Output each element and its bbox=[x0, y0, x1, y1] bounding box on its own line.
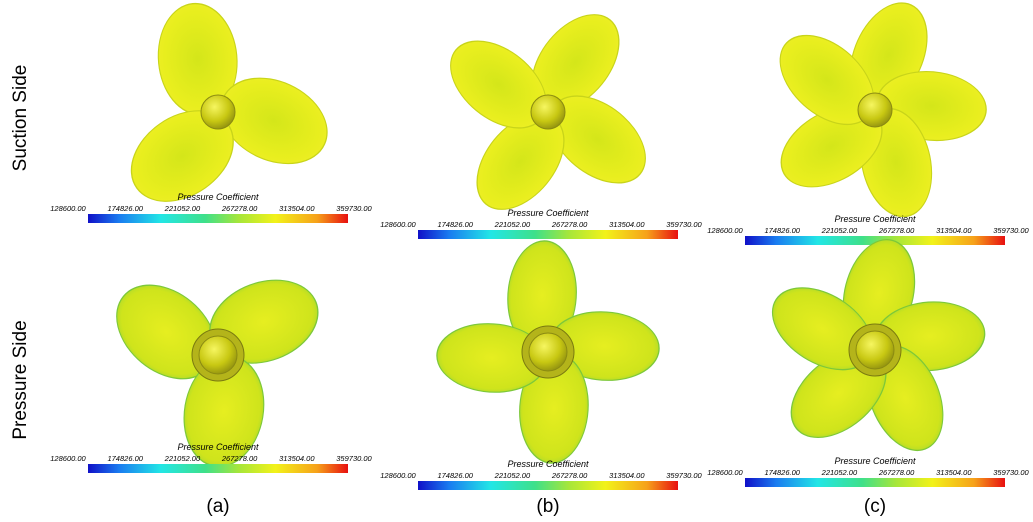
colorbar bbox=[418, 230, 678, 239]
colorbar-tick-label: 359730.00 bbox=[993, 468, 1029, 477]
propeller bbox=[761, 3, 996, 233]
colorbar bbox=[418, 481, 678, 490]
colorbar-tick-label: 313504.00 bbox=[279, 204, 315, 213]
row-label: Suction Side bbox=[10, 65, 31, 172]
colorbar-tick-label: 128600.00 bbox=[50, 204, 86, 213]
colorbar-tick-label: 174826.00 bbox=[437, 220, 473, 229]
propeller bbox=[768, 234, 999, 470]
colorbar-tick-label: 267278.00 bbox=[221, 204, 258, 213]
colorbar-tick-label: 221052.00 bbox=[821, 468, 858, 477]
colorbar-tick-label: 267278.00 bbox=[878, 468, 915, 477]
colorbar-title: Pressure Coefficient bbox=[507, 208, 589, 218]
colorbar bbox=[88, 464, 348, 473]
colorbar-tick-label: 313504.00 bbox=[609, 220, 645, 229]
propeller bbox=[111, 0, 331, 215]
colorbar-tick-label: 174826.00 bbox=[764, 468, 800, 477]
colorbar-tick-label: 359730.00 bbox=[336, 454, 372, 463]
colorbar-tick-label: 128600.00 bbox=[380, 220, 416, 229]
blade bbox=[217, 71, 330, 171]
colorbar-tick-label: 267278.00 bbox=[878, 226, 915, 235]
colorbar-tick-label: 267278.00 bbox=[221, 454, 258, 463]
colorbar-tick-label: 221052.00 bbox=[494, 220, 531, 229]
colorbar-tick-label: 313504.00 bbox=[936, 468, 972, 477]
hub bbox=[858, 93, 892, 127]
hub bbox=[529, 333, 567, 371]
colorbar-title: Pressure Coefficient bbox=[834, 456, 916, 466]
colorbar-tick-label: 221052.00 bbox=[164, 204, 201, 213]
propeller bbox=[442, 6, 654, 218]
column-label: (b) bbox=[536, 496, 559, 517]
colorbar-tick-label: 174826.00 bbox=[107, 204, 143, 213]
colorbar-tick-label: 128600.00 bbox=[380, 471, 416, 480]
colorbar-tick-label: 128600.00 bbox=[50, 454, 86, 463]
colorbar-tick-label: 359730.00 bbox=[993, 226, 1029, 235]
column-label: (c) bbox=[864, 496, 886, 517]
colorbar-tick-label: 221052.00 bbox=[821, 226, 858, 235]
colorbar-title: Pressure Coefficient bbox=[507, 459, 589, 469]
colorbar bbox=[745, 478, 1005, 487]
colorbar-title: Pressure Coefficient bbox=[834, 214, 916, 224]
colorbar-tick-label: 267278.00 bbox=[551, 220, 588, 229]
hub bbox=[531, 95, 565, 129]
colorbar bbox=[88, 214, 348, 223]
colorbar-tick-label: 174826.00 bbox=[764, 226, 800, 235]
propeller bbox=[426, 230, 670, 474]
colorbar-tick-label: 313504.00 bbox=[609, 471, 645, 480]
colorbar-tick-label: 174826.00 bbox=[437, 471, 473, 480]
colorbar-tick-label: 221052.00 bbox=[494, 471, 531, 480]
hub bbox=[199, 336, 237, 374]
colorbar-tick-label: 174826.00 bbox=[107, 454, 143, 463]
colorbar-tick-label: 128600.00 bbox=[707, 468, 743, 477]
colorbar-title: Pressure Coefficient bbox=[177, 442, 259, 452]
colorbar-tick-label: 359730.00 bbox=[336, 204, 372, 213]
colorbar-tick-label: 313504.00 bbox=[279, 454, 315, 463]
column-label: (a) bbox=[206, 496, 229, 517]
figure: Suction Side Pressure Side (a) (b) (c) Pressu… bbox=[0, 0, 1033, 522]
row-label: Pressure Side bbox=[10, 320, 31, 439]
colorbar-tick-label: 221052.00 bbox=[164, 454, 201, 463]
colorbar-tick-label: 313504.00 bbox=[936, 226, 972, 235]
colorbar-tick-label: 267278.00 bbox=[551, 471, 588, 480]
colorbar-title: Pressure Coefficient bbox=[177, 192, 259, 202]
colorbar-tick-label: 359730.00 bbox=[666, 220, 702, 229]
colorbar-tick-label: 128600.00 bbox=[707, 226, 743, 235]
hub bbox=[856, 331, 894, 369]
hub bbox=[201, 95, 235, 129]
colorbar-tick-label: 359730.00 bbox=[666, 471, 702, 480]
